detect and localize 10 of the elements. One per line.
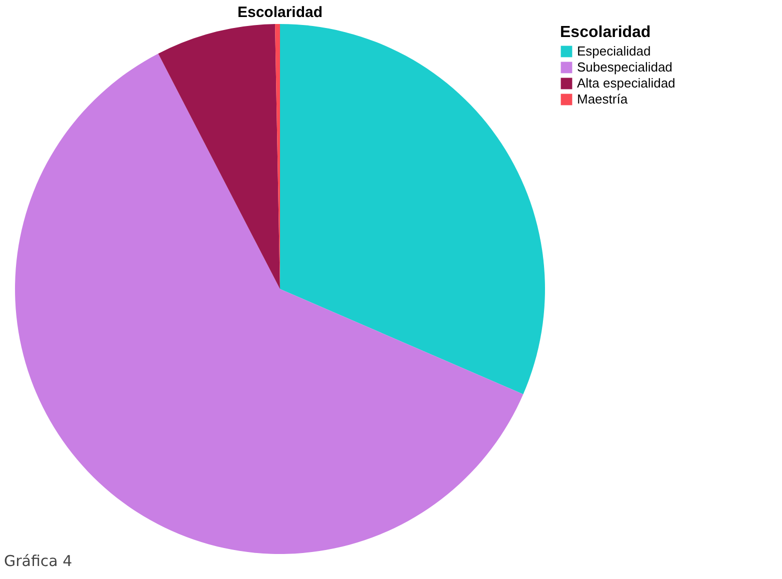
legend-title: Escolaridad: [560, 24, 651, 41]
pie-slice: [280, 24, 545, 394]
legend-label: Subespecialidad: [577, 60, 672, 74]
chart-title: Escolaridad: [237, 4, 323, 21]
text: Gráfica 4: [4, 552, 72, 570]
pie-slice: [158, 24, 280, 289]
legend-label: Maestría: [577, 92, 628, 106]
legend-label: Alta especialidad: [577, 76, 676, 90]
pie-slice: [15, 54, 524, 554]
legend-label: Especialidad: [577, 44, 651, 58]
